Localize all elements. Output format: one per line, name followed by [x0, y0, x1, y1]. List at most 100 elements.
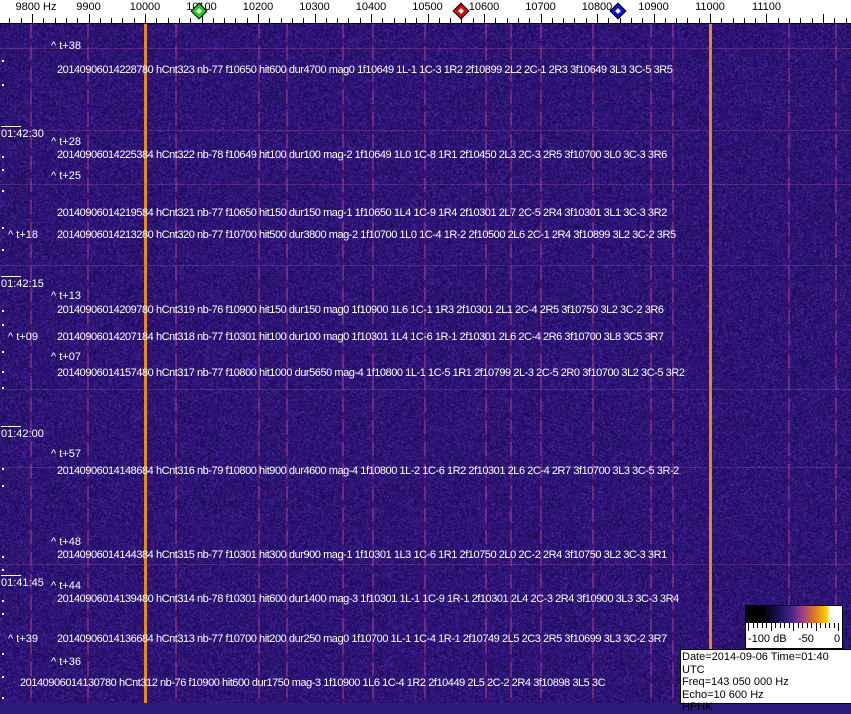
- axis-tick: [405, 18, 406, 23]
- axis-tick: [654, 14, 655, 23]
- axis-tick-label: 11100: [752, 1, 781, 13]
- row-marker: [2, 351, 4, 353]
- time-label: 01:42:30: [1, 126, 21, 140]
- axis-tick: [145, 14, 146, 23]
- colorbar-tick: [793, 623, 794, 631]
- frequency-marker[interactable]: [453, 3, 470, 20]
- axis-tick: [360, 18, 361, 23]
- axis-tick: [258, 14, 259, 23]
- axis-tick: [620, 18, 621, 23]
- axis-tick: [823, 14, 824, 23]
- grid-line: [0, 48, 851, 49]
- event-time-offset: ^ t+36: [51, 656, 81, 668]
- row-marker: [2, 676, 4, 678]
- axis-tick: [495, 18, 496, 23]
- colorbar-label-mid: -50: [798, 633, 814, 645]
- axis-tick: [235, 18, 236, 23]
- axis-tick: [66, 18, 67, 23]
- row-marker: [2, 569, 4, 571]
- axis-tick: [394, 18, 395, 23]
- axis-tick: [800, 18, 801, 23]
- axis-tick: [111, 18, 112, 23]
- axis-tick: [337, 18, 338, 23]
- colorbar-tick: [807, 623, 808, 628]
- meteor-event-record: 20140906014225384 hCnt322 nb-78 f10649 h…: [57, 149, 667, 161]
- meteor-event-record: 20140906014136684 hCnt313 nb-77 f10700 h…: [57, 633, 667, 645]
- event-time-offset: ^ t+38: [51, 40, 81, 52]
- meteor-event-record: 20140906014219584 hCnt321 nb-77 f10650 h…: [57, 207, 667, 219]
- axis-tick: [766, 14, 767, 23]
- axis-tick: [247, 18, 248, 23]
- event-time-offset: ^ t+39: [8, 633, 38, 645]
- colorbar-tick: [825, 623, 826, 628]
- axis-tick-label: 10000: [130, 1, 161, 13]
- axis-tick: [552, 18, 553, 23]
- row-marker: [2, 556, 4, 558]
- grid-line: [0, 265, 851, 266]
- colorbar-tick: [766, 623, 767, 628]
- axis-tick: [789, 18, 790, 23]
- colorbar-tick: [802, 623, 803, 628]
- row-marker: [2, 653, 4, 655]
- colorbar-tick: [798, 623, 799, 628]
- event-time-offset: ^ t+13: [51, 290, 81, 302]
- colorbar-tick: [838, 623, 839, 631]
- axis-tick: [834, 18, 835, 23]
- row-marker: [2, 468, 4, 470]
- colorbar-label-min: -100 dB: [748, 633, 787, 645]
- info-echo: Echo=10 600 Hz: [682, 689, 851, 702]
- axis-tick: [371, 14, 372, 23]
- axis-tick: [89, 14, 90, 23]
- row-marker: [2, 190, 4, 192]
- axis-tick: [179, 18, 180, 23]
- colorbar-tick: [748, 623, 749, 631]
- row-marker: [2, 156, 4, 158]
- color-scale-ticks: [746, 623, 842, 631]
- axis-tick: [168, 18, 169, 23]
- axis-tick: [846, 18, 847, 23]
- carrier-line: [709, 24, 712, 703]
- meteor-event-record: 20140906014228780 hCnt323 nb-77 f10650 h…: [57, 64, 672, 76]
- colorbar-tick: [775, 623, 776, 628]
- colorbar-tick: [834, 623, 835, 628]
- row-marker: [2, 249, 4, 251]
- axis-tick: [450, 18, 451, 23]
- axis-tick: [529, 18, 530, 23]
- colorbar-tick: [757, 623, 758, 628]
- axis-tick: [77, 18, 78, 23]
- row-marker: [2, 169, 4, 171]
- grid-line: [0, 389, 851, 390]
- row-marker: [2, 613, 4, 615]
- row-marker: [2, 600, 4, 602]
- axis-tick: [721, 18, 722, 23]
- axis-tick: [21, 18, 22, 23]
- row-marker: [2, 387, 4, 389]
- axis-tick: [574, 18, 575, 23]
- info-frequency: Freq=143 050 000 Hz: [682, 676, 851, 689]
- axis-tick: [541, 14, 542, 23]
- event-time-offset: ^ t+57: [51, 448, 81, 460]
- axis-tick: [812, 18, 813, 23]
- grid-line: [0, 564, 851, 565]
- row-marker: [2, 371, 4, 373]
- axis-tick: [642, 18, 643, 23]
- axis-tick: [699, 18, 700, 23]
- axis-tick: [484, 14, 485, 23]
- colorbar-tick: [811, 623, 812, 628]
- row-marker: [2, 227, 4, 229]
- axis-tick: [32, 14, 33, 23]
- axis-tick: [744, 18, 745, 23]
- axis-tick: [597, 14, 598, 23]
- axis-tick-label: 10500: [412, 1, 443, 13]
- axis-tick: [733, 18, 734, 23]
- event-time-offset: ^ t+44: [51, 580, 81, 592]
- time-label: 01:42:15: [1, 276, 21, 290]
- meteor-event-record: 20140906014157480 hCnt317 nb-77 f10800 h…: [57, 367, 685, 379]
- axis-tick: [43, 18, 44, 23]
- color-scale-legend: -100 dB -50 0: [745, 605, 843, 649]
- axis-tick-label: 10600: [469, 1, 500, 13]
- axis-tick: [224, 18, 225, 23]
- axis-tick: [134, 18, 135, 23]
- signal-trace: [835, 24, 837, 703]
- axis-tick-label: 9900: [76, 1, 100, 13]
